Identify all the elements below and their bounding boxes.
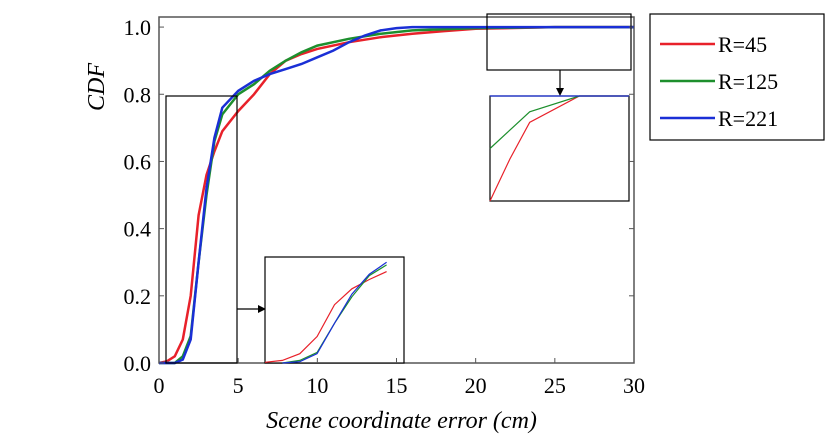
x-tick-label: 10	[306, 373, 328, 398]
zoom-region-low	[165, 95, 238, 364]
inset-low-line-R=45	[264, 271, 387, 363]
y-tick-label: 0.4	[124, 217, 152, 242]
zoom-region-high	[486, 13, 632, 71]
x-tick-label: 25	[544, 373, 566, 398]
y-tick-label: 0.2	[124, 284, 152, 309]
zoom-arrowhead-low	[258, 305, 266, 313]
x-tick-label: 20	[465, 373, 487, 398]
data-series	[158, 25, 634, 365]
y-tick-label: 0.8	[124, 82, 152, 107]
x-tick-label: 30	[623, 373, 645, 398]
inset-low-line-R=221	[282, 261, 387, 364]
y-tick-label: 0.6	[124, 149, 152, 174]
zoom-insets	[165, 13, 632, 364]
x-axis-label: Scene coordinate error (cm)	[266, 408, 537, 434]
series-line-R=45	[158, 25, 634, 365]
legend-label: R=45	[718, 32, 767, 57]
x-tick-label: 0	[154, 373, 165, 398]
zoom-inset-high	[489, 95, 630, 202]
axis-ticks: 0 5 10 15 20 25 30 0.0 0.2 0.4 0.6 0.8 1.0	[124, 15, 646, 398]
x-tick-label: 15	[386, 373, 408, 398]
y-tick-label: 0.0	[124, 351, 152, 376]
legend-label: R=125	[718, 69, 778, 94]
legend: R=45 R=125 R=221	[649, 13, 825, 141]
y-axis-label: CDF	[84, 63, 110, 111]
series-line-R=221	[159, 25, 634, 365]
y-tick-label: 1.0	[124, 15, 152, 40]
legend-label: R=221	[718, 106, 778, 131]
x-tick-label: 5	[233, 373, 244, 398]
zoom-arrowhead-high	[556, 88, 564, 96]
